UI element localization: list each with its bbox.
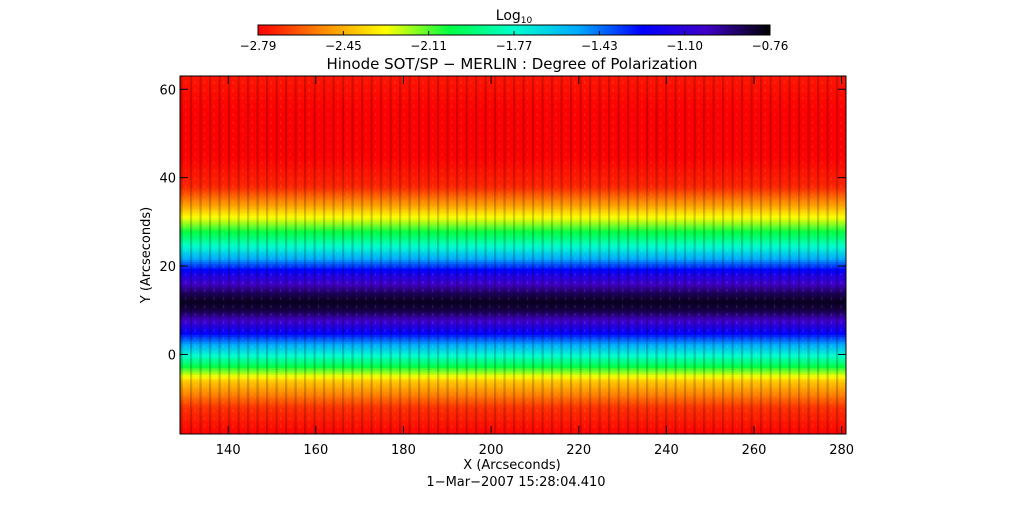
y-tick-label: 40: [159, 172, 176, 187]
chart-title: Hinode SOT/SP − MERLIN : Degree of Polar…: [326, 55, 697, 73]
x-tick-label: 180: [391, 443, 416, 458]
colorbar-tick-label: −1.10: [666, 39, 703, 53]
x-tick-label: 200: [479, 443, 504, 458]
timestamp: 1−Mar−2007 15:28:04.410: [426, 475, 605, 490]
colorbar-tick-label: −2.11: [410, 39, 447, 53]
x-tick-label: 140: [216, 443, 241, 458]
colorbar: Log10 −2.79 −2.45 −2.11 −1.77 −1.43 −1.10 −0.7…: [240, 8, 789, 53]
colorbar-label-main: Log: [496, 8, 521, 24]
y-axis-label: Y (Arcseconds): [139, 207, 154, 304]
colorbar-label: Log10: [496, 8, 533, 26]
colorbar-tick-label: −2.79: [240, 39, 277, 53]
colorbar-tick-label: −2.45: [325, 39, 362, 53]
colorbar-tick-label: −1.43: [581, 39, 618, 53]
x-tick-label: 280: [829, 443, 854, 458]
colorbar-ticks: −2.79 −2.45 −2.11 −1.77 −1.43 −1.10 −0.76: [240, 31, 789, 53]
plot-area: 140 160 180 200 220 240 260 280 0 20 40 60: [159, 75, 854, 458]
colorbar-label-sub: 10: [521, 16, 533, 26]
y-axis: 0 20 40 60: [159, 83, 846, 363]
x-tick-label: 260: [742, 443, 767, 458]
x-axis: 140 160 180 200 220 240 260 280: [216, 76, 854, 458]
y-tick-label: 20: [159, 260, 176, 275]
colorbar-tick-label: −0.76: [752, 39, 789, 53]
x-tick-label: 220: [566, 443, 591, 458]
y-tick-label: 0: [168, 348, 176, 363]
polarization-stripes: [180, 76, 846, 434]
x-axis-label: X (Arcseconds): [463, 458, 560, 473]
y-tick-label: 60: [159, 83, 176, 98]
colorbar-tick-label: −1.77: [496, 39, 533, 53]
x-tick-label: 240: [654, 443, 679, 458]
x-tick-label: 160: [303, 443, 328, 458]
plot-frame: [179, 75, 847, 435]
